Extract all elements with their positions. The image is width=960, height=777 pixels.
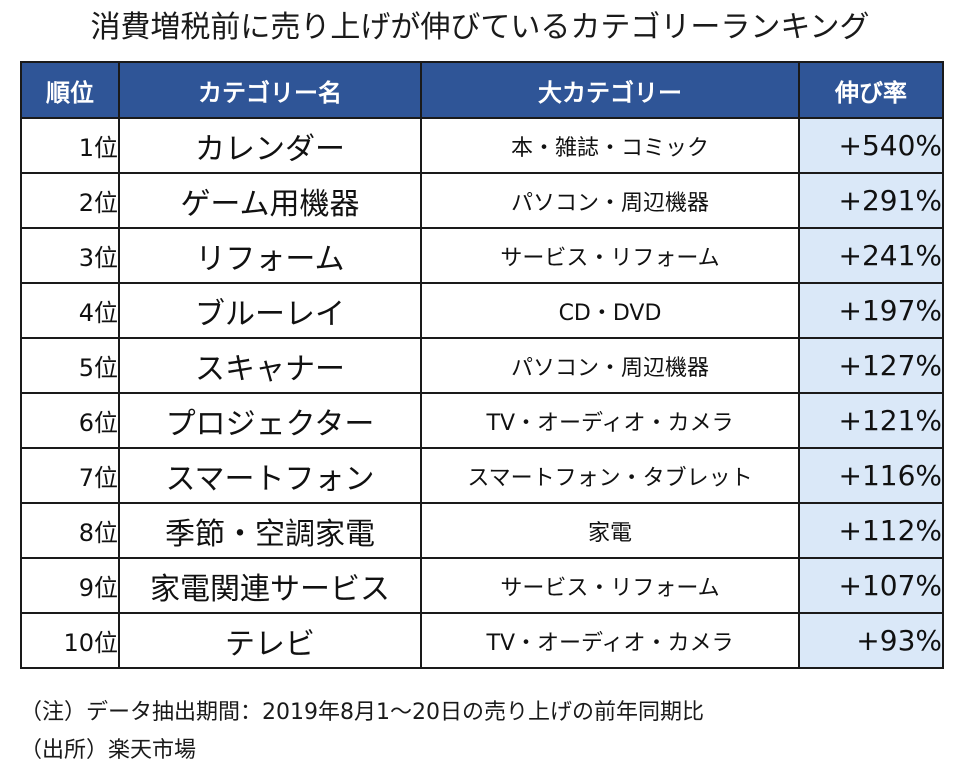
category-cell: 季節・空調家電 xyxy=(118,502,422,559)
category-cell: 家電関連サービス xyxy=(118,557,422,614)
table-row: 4位 ブルーレイ CD・DVD +197% xyxy=(20,282,944,339)
growth-rate-cell: +93% xyxy=(798,612,944,669)
rank-cell: 10位 xyxy=(20,612,120,669)
major-category-cell: スマートフォン・タブレット xyxy=(420,447,800,504)
growth-rate-cell: +112% xyxy=(798,502,944,559)
table-row: 10位 テレビ TV・オーディオ・カメラ +93% xyxy=(20,612,944,669)
chart-title: 消費増税前に売り上げが伸びているカテゴリーランキング xyxy=(90,10,870,45)
category-cell: スキャナー xyxy=(118,337,422,394)
footnotes: （注）データ抽出期間：2019年8月1～20日の売り上げの前年同期比 （出所）楽… xyxy=(20,694,704,770)
table-row: 7位 スマートフォン スマートフォン・タブレット +116% xyxy=(20,447,944,504)
major-category-cell: TV・オーディオ・カメラ xyxy=(420,612,800,669)
major-category-cell: TV・オーディオ・カメラ xyxy=(420,392,800,449)
major-category-cell: サービス・リフォーム xyxy=(420,557,800,614)
rank-cell: 7位 xyxy=(20,447,120,504)
growth-rate-cell: +107% xyxy=(798,557,944,614)
table-row: 1位 カレンダー 本・雑誌・コミック +540% xyxy=(20,117,944,174)
major-category-cell: パソコン・周辺機器 xyxy=(420,337,800,394)
table-row: 3位 リフォーム サービス・リフォーム +241% xyxy=(20,227,944,284)
header-category: カテゴリー名 xyxy=(118,61,422,119)
header-rank: 順位 xyxy=(20,61,120,119)
major-category-cell: 本・雑誌・コミック xyxy=(420,117,800,174)
rank-cell: 1位 xyxy=(20,117,120,174)
source-note: （出所）楽天市場 xyxy=(20,738,197,763)
table-row: 8位 季節・空調家電 家電 +112% xyxy=(20,502,944,559)
category-cell: リフォーム xyxy=(118,227,422,284)
growth-rate-cell: +121% xyxy=(798,392,944,449)
rank-cell: 5位 xyxy=(20,337,120,394)
table-row: 5位 スキャナー パソコン・周辺機器 +127% xyxy=(20,337,944,394)
category-cell: ゲーム用機器 xyxy=(118,172,422,229)
table-row: 6位 プロジェクター TV・オーディオ・カメラ +121% xyxy=(20,392,944,449)
growth-rate-cell: +291% xyxy=(798,172,944,229)
rank-cell: 2位 xyxy=(20,172,120,229)
category-cell: カレンダー xyxy=(118,117,422,174)
data-period-note: （注）データ抽出期間：2019年8月1～20日の売り上げの前年同期比 xyxy=(20,700,704,725)
major-category-cell: 家電 xyxy=(420,502,800,559)
category-cell: ブルーレイ xyxy=(118,282,422,339)
category-cell: スマートフォン xyxy=(118,447,422,504)
table-row: 2位 ゲーム用機器 パソコン・周辺機器 +291% xyxy=(20,172,944,229)
ranking-table: 順位 カテゴリー名 大カテゴリー 伸び率 1位 カレンダー 本・雑誌・コミック … xyxy=(20,61,944,669)
table-header-row: 順位 カテゴリー名 大カテゴリー 伸び率 xyxy=(20,61,944,119)
major-category-cell: CD・DVD xyxy=(420,282,800,339)
rank-cell: 9位 xyxy=(20,557,120,614)
table-row: 9位 家電関連サービス サービス・リフォーム +107% xyxy=(20,557,944,614)
major-category-cell: パソコン・周辺機器 xyxy=(420,172,800,229)
rank-cell: 8位 xyxy=(20,502,120,559)
header-growth-rate: 伸び率 xyxy=(798,61,944,119)
growth-rate-cell: +197% xyxy=(798,282,944,339)
rank-cell: 6位 xyxy=(20,392,120,449)
major-category-cell: サービス・リフォーム xyxy=(420,227,800,284)
header-major-category: 大カテゴリー xyxy=(420,61,800,119)
growth-rate-cell: +540% xyxy=(798,117,944,174)
growth-rate-cell: +127% xyxy=(798,337,944,394)
category-cell: テレビ xyxy=(118,612,422,669)
growth-rate-cell: +241% xyxy=(798,227,944,284)
rank-cell: 3位 xyxy=(20,227,120,284)
category-cell: プロジェクター xyxy=(118,392,422,449)
growth-rate-cell: +116% xyxy=(798,447,944,504)
rank-cell: 4位 xyxy=(20,282,120,339)
